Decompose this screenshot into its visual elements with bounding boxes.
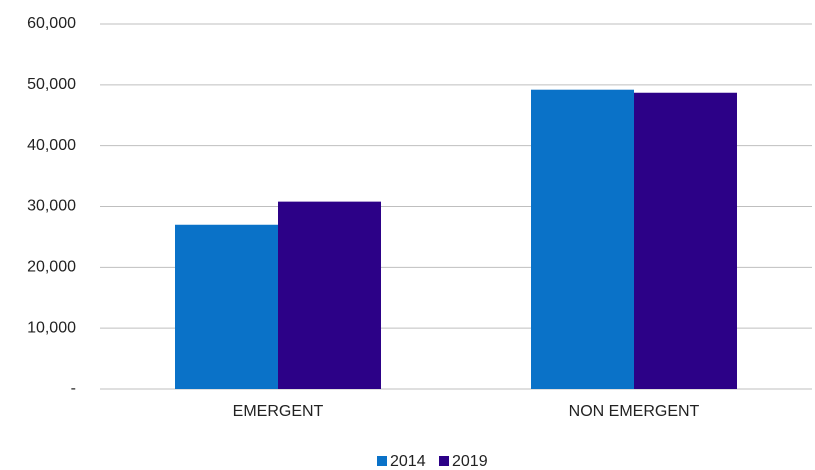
legend-label: 2019 [452,453,488,470]
bar [175,224,278,389]
legend-label: 2014 [390,453,426,470]
x-tick-label: EMERGENT [233,403,324,420]
y-tick-label: 30,000 [27,198,76,215]
x-tick-label: NON EMERGENT [569,403,700,420]
y-tick-label: 60,000 [27,15,76,32]
bar [531,89,634,389]
bar [634,92,737,389]
y-tick-label: 50,000 [27,76,76,93]
y-tick-label: 40,000 [27,137,76,154]
y-tick-label: - [71,380,76,397]
legend-swatch [439,456,449,466]
y-tick-label: 10,000 [27,319,76,336]
y-tick-label: 20,000 [27,259,76,276]
bar [278,201,381,389]
legend-swatch [377,456,387,466]
